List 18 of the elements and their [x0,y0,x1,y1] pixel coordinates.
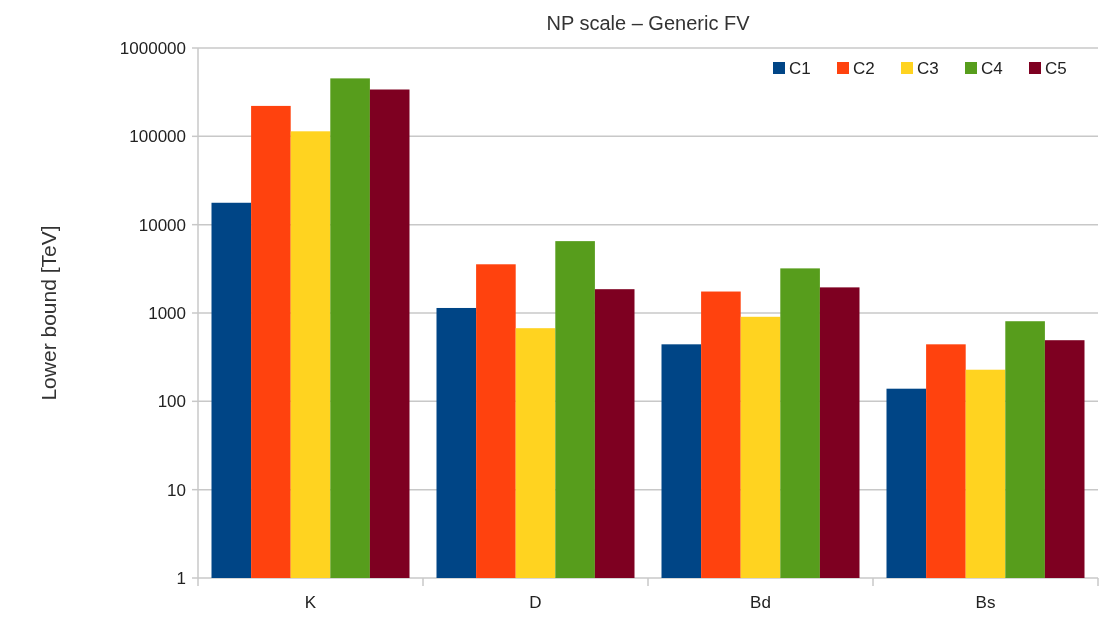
legend-label: C5 [1045,58,1067,78]
x-tick-label: Bs [975,593,996,612]
legend-label: C2 [853,58,875,78]
x-tick-label: Bd [750,593,771,612]
y-tick-label: 1 [176,568,186,588]
legend-label: C3 [917,58,939,78]
legend-label: C4 [981,58,1003,78]
y-tick-label: 100 [157,392,186,412]
chart-title: NP scale – Generic FV [546,12,751,34]
y-tick-label: 1000 [148,303,186,323]
x-tick-label: K [304,593,317,612]
y-tick-label: 1000000 [119,38,186,58]
y-tick-label: 10000 [138,215,186,235]
y-tick-label: 100000 [129,127,186,147]
y-tick-label: 10 [167,480,186,500]
legend-label: C1 [789,58,811,78]
y-axis-title: Lower bound [TeV] [37,225,60,401]
x-tick-label: D [529,593,542,612]
